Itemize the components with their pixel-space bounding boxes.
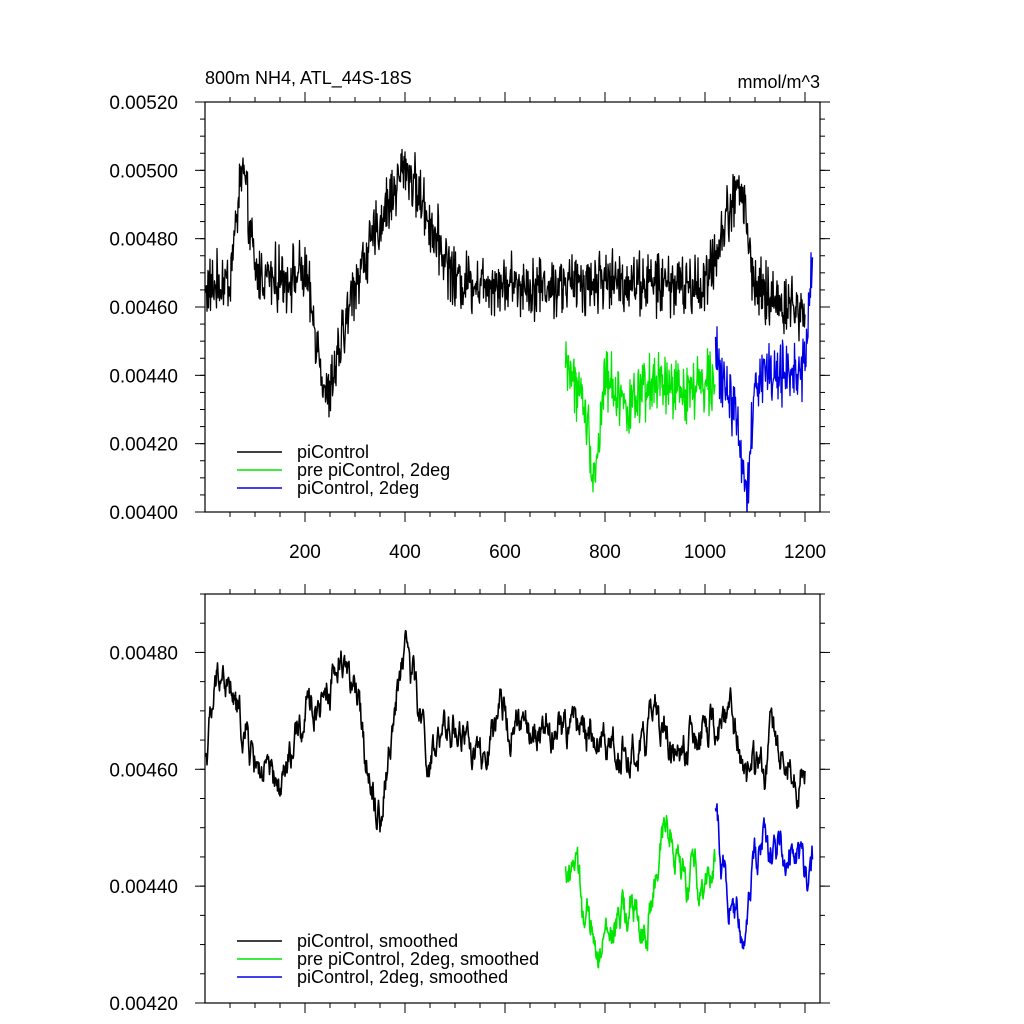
legend-label: piControl, 2deg: [297, 478, 419, 498]
y-tick-label: 0.00460: [109, 298, 178, 319]
units-label: mmol/m^3: [738, 72, 820, 92]
legend-label: piControl, smoothed: [297, 931, 458, 951]
x-tick-label: 200: [289, 542, 321, 563]
legend-label: piControl: [297, 442, 369, 462]
series-line-1: [205, 148, 806, 418]
x-tick-label: 1200: [784, 542, 826, 563]
y-tick-label: 0.00500: [109, 161, 178, 182]
series-line-3: [714, 252, 814, 512]
x-tick-label: 1000: [684, 542, 726, 563]
series-line-1: [205, 629, 806, 833]
x-tick-label: 400: [389, 542, 421, 563]
x-tick-label: 600: [489, 542, 521, 563]
legend-label: piControl, 2deg, smoothed: [297, 967, 508, 987]
y-tick-label: 0.00460: [109, 760, 178, 781]
y-tick-label: 0.00400: [109, 503, 178, 524]
y-tick-label: 0.00440: [109, 877, 178, 898]
legend-label: pre piControl, 2deg, smoothed: [297, 949, 539, 969]
legend-label: pre piControl, 2deg: [297, 460, 450, 480]
bottom-panel: 0.00420 0.00440 0.00460 0.00480 piControl, s…: [109, 584, 830, 1015]
y-tick-label: 0.00480: [109, 643, 178, 664]
series-line-2: [564, 341, 716, 493]
y-tick-label: 0.00480: [109, 230, 178, 251]
series-line-2: [564, 814, 716, 969]
y-tick-label: 0.00520: [109, 93, 178, 114]
chart-title: 800m NH4, ATL_44S-18S: [205, 68, 412, 89]
top-panel: 200 400 600 800 1000 1200 0.00400 0.00420 0.0044…: [109, 68, 830, 563]
y-tick-label: 0.00440: [109, 366, 178, 387]
x-tick-label: 800: [589, 542, 621, 563]
series-group: [205, 148, 814, 512]
y-tick-label: 0.00420: [109, 435, 178, 456]
y-tick-label: 0.00420: [109, 994, 178, 1015]
series-group: [205, 629, 814, 969]
series-line-3: [714, 803, 814, 950]
